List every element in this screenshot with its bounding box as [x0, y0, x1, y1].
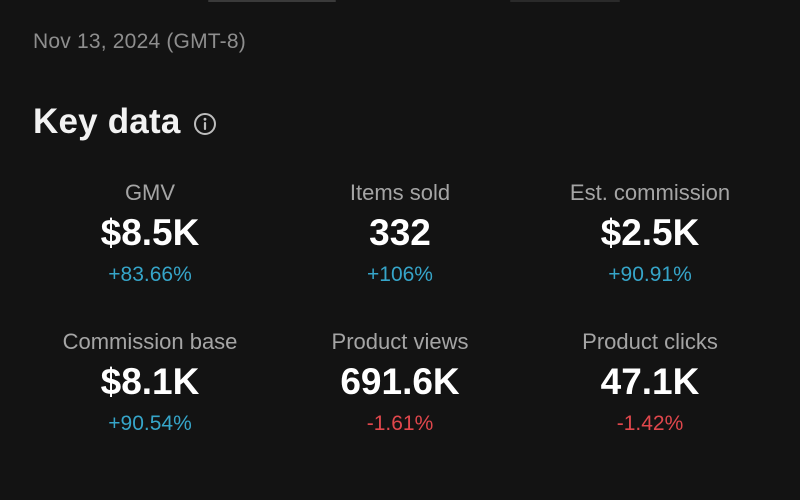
metric-label: Commission base	[62, 329, 238, 354]
section-title: Key data	[33, 102, 181, 141]
metric-label: Product clicks	[582, 329, 718, 354]
metric-change: +90.91%	[608, 263, 692, 286]
info-icon[interactable]	[193, 112, 217, 136]
metric-value: 332	[369, 212, 431, 253]
metric-value: 691.6K	[340, 361, 460, 402]
key-data-header: Key data	[33, 102, 217, 142]
metric-change: -1.61%	[366, 412, 434, 435]
metric-label: Est. commission	[569, 180, 731, 205]
metric-gmv[interactable]: GMV $8.5K +83.66%	[17, 180, 283, 286]
top-tab-indicator-secondary	[510, 0, 620, 2]
metric-commission-base[interactable]: Commission base $8.1K +90.54%	[17, 329, 283, 435]
metric-items-sold[interactable]: Items sold 332 +106%	[267, 180, 533, 286]
top-tab-indicator	[208, 0, 336, 2]
info-circle-icon	[193, 113, 216, 135]
metric-change: +90.54%	[108, 412, 192, 435]
metric-value: $8.1K	[100, 361, 200, 402]
date-range-label: Nov 13, 2024 (GMT-8)	[33, 30, 246, 53]
metric-value: 47.1K	[600, 361, 700, 402]
metric-change: -1.42%	[616, 412, 684, 435]
metric-label: Product views	[331, 329, 469, 354]
metric-change: +83.66%	[108, 263, 192, 286]
metric-label: Items sold	[349, 180, 451, 205]
metric-label: GMV	[124, 180, 176, 205]
metric-change: +106%	[367, 263, 433, 286]
metric-value: $8.5K	[100, 212, 200, 253]
metric-product-clicks[interactable]: Product clicks 47.1K -1.42%	[517, 329, 783, 435]
metric-product-views[interactable]: Product views 691.6K -1.61%	[267, 329, 533, 435]
metric-est-commission[interactable]: Est. commission $2.5K +90.91%	[517, 180, 783, 286]
metric-value: $2.5K	[600, 212, 700, 253]
